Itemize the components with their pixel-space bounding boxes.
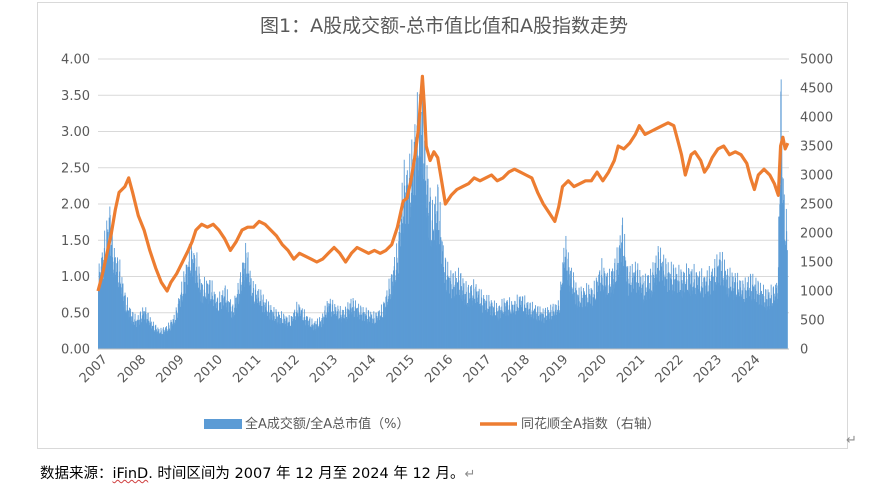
y-right-tick-label: 1000: [800, 285, 833, 300]
paragraph-mark: ↵: [846, 433, 857, 448]
y-right-tick-label: 3500: [800, 140, 833, 155]
bar: [786, 250, 788, 349]
x-tick-label: 2019: [537, 352, 571, 386]
y-right-tick-label: 5000: [800, 53, 833, 68]
y-left-tick-label: 4.00: [61, 53, 90, 68]
legend-bar-swatch: [204, 419, 242, 429]
x-tick-label: 2012: [269, 352, 303, 386]
x-tick-label: 2024: [729, 352, 763, 386]
y-right-tick-label: 1500: [800, 256, 833, 271]
y-left-tick-label: 3.50: [61, 89, 90, 104]
y-right-tick-label: 4000: [800, 111, 833, 126]
x-tick-label: 2010: [192, 352, 226, 386]
y-right-tick-label: 4500: [800, 82, 833, 97]
footer-prefix: 数据来源：: [40, 466, 113, 482]
y-right-tick-label: 3000: [800, 169, 833, 184]
y-left-tick-label: 0.50: [61, 306, 90, 321]
y-right-tick-label: 500: [800, 314, 825, 329]
x-tick-label: 2014: [346, 352, 380, 386]
x-tick-label: 2009: [154, 352, 188, 386]
x-tick-label: 2018: [499, 352, 533, 386]
chart: 图1：A股成交额-总市值比值和A股指数走势 0.00 0.50 1.00 1.50 2.…: [61, 15, 833, 432]
chart-frame: 图1：A股成交额-总市值比值和A股指数走势 0.00 0.50 1.00 1.50 2.…: [37, 2, 848, 449]
footer-source: iFinD: [112, 466, 149, 482]
y-right-tick-label: 2000: [800, 227, 833, 242]
x-tick-label: 2008: [115, 352, 149, 386]
bar-series: [98, 79, 788, 350]
y-right-tick-label: 2500: [800, 198, 833, 213]
x-tick-label: 2022: [653, 352, 687, 386]
footer-text: . 时间区间为 2007 年 12 月至 2024 年 12 月。: [148, 466, 465, 482]
line-series: [96, 74, 790, 293]
y-left-tick-label: 2.50: [61, 161, 90, 176]
legend-bar-label: 全A成交额/全A总市值（%）: [245, 416, 410, 432]
x-tick-label: 2011: [230, 352, 264, 386]
x-tick-label: 2021: [614, 352, 648, 386]
y-left-tick-label: 3.00: [61, 125, 90, 140]
y-left-tick-label: 2.00: [61, 198, 90, 213]
legend: 全A成交额/全A总市值（%） 同花顺全A指数（右轴）: [204, 416, 660, 432]
x-tick-label: 2016: [422, 352, 456, 386]
chart-title: 图1：A股成交额-总市值比值和A股指数走势: [260, 15, 628, 37]
y-right-tick-label: 0: [800, 343, 808, 358]
x-axis: 2007 2008 2009 2010 2011 2012 2013 2014 2015 2016…: [77, 348, 789, 386]
footer-paragraph-mark: ↵: [464, 467, 476, 482]
footer-note: 数据来源：iFinD. 时间区间为 2007 年 12 月至 2024 年 12…: [40, 462, 475, 483]
y-left-tick-label: 1.50: [61, 234, 90, 249]
y-axis-left: 0.00 0.50 1.00 1.50 2.00 2.50 3.00 3.50 4.00: [61, 53, 90, 358]
y-left-tick-label: 1.00: [61, 270, 90, 285]
y-left-tick-label: 0.00: [61, 343, 90, 358]
legend-line-label: 同花顺全A指数（右轴）: [521, 416, 660, 432]
x-tick-label: 2013: [307, 352, 341, 386]
x-tick-label: 2020: [576, 352, 610, 386]
x-tick-label: 2017: [461, 352, 495, 386]
y-axis-right: 0 500 1000 1500 2000 2500 3000 3500 4000 4500 5000: [800, 53, 833, 358]
x-tick-label: 2015: [384, 352, 418, 386]
x-tick-label: 2023: [691, 352, 725, 386]
